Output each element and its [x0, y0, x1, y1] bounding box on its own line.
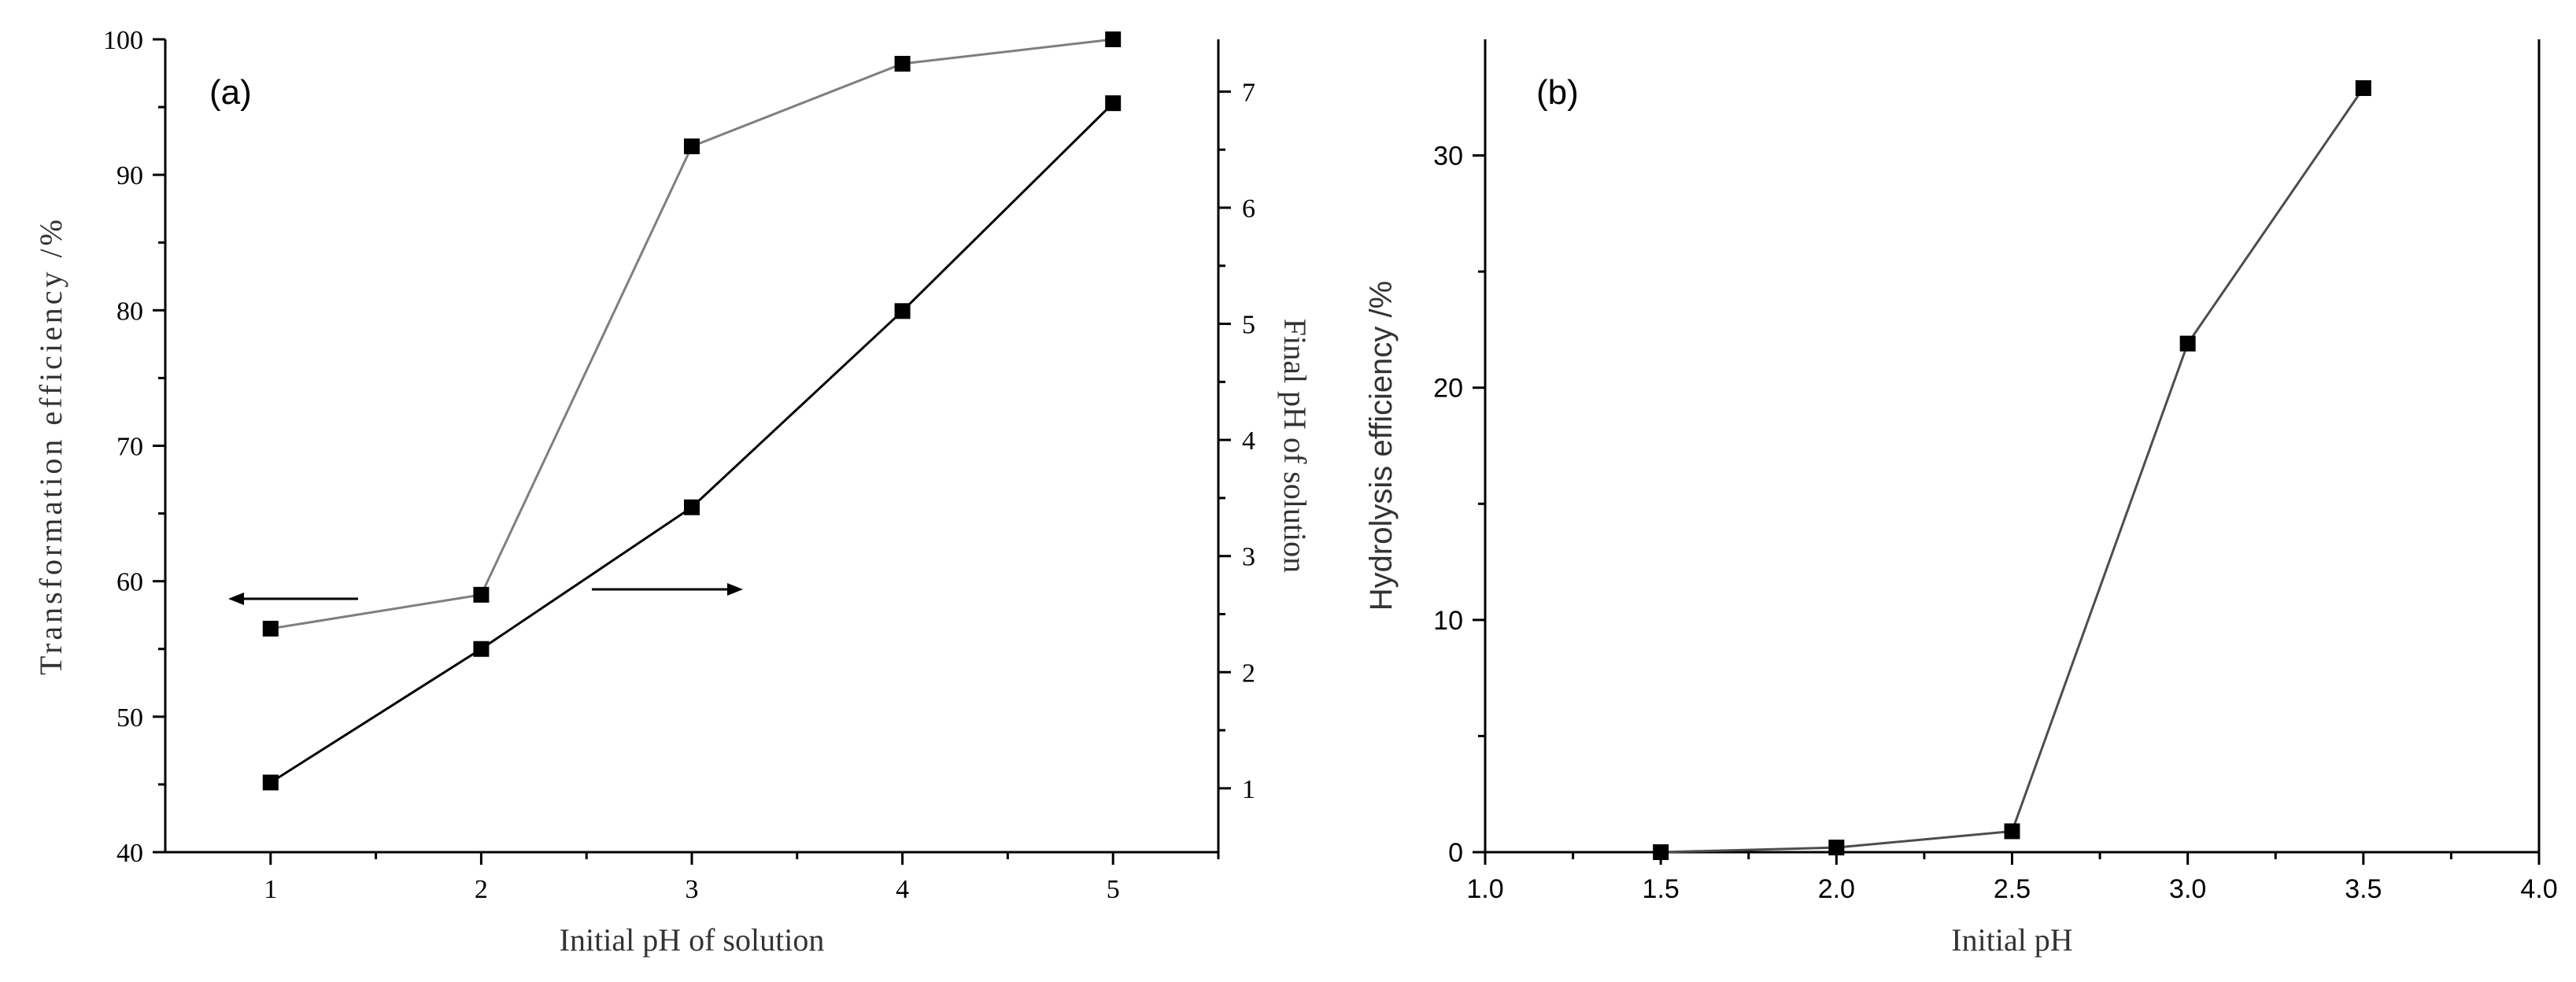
x-tick-label: 4: [896, 875, 909, 904]
x-axis-title: Initial pH of solution: [560, 922, 825, 958]
y-tick-label: 80: [116, 297, 143, 326]
panel-b: 1.0 1.5 2.0 2.5 3.0 3.5 4.0 0 10 20 30 Initial pH Hy…: [1364, 39, 2558, 958]
data-point: [473, 586, 490, 603]
panel-label: (a): [209, 73, 252, 112]
series-line-1: [270, 38, 1114, 630]
y-tick-label: 30: [1433, 142, 1463, 172]
data-point: [684, 138, 700, 155]
y-right-tick-label: 4: [1242, 426, 1255, 456]
data-point: [2179, 335, 2196, 352]
x-tick-label: 2.0: [1818, 874, 1855, 904]
y-right-axis-title: Final pH of solution: [1277, 319, 1313, 573]
x-tick-label: 3: [686, 875, 699, 904]
y-tick-label: 50: [116, 703, 143, 733]
y-tick-label: 100: [103, 26, 143, 55]
series-line-2: [269, 102, 1114, 784]
panel-label: (b): [1536, 73, 1579, 112]
data-point: [1105, 95, 1122, 112]
data-point: [894, 303, 911, 319]
y-right-tick-label: 1: [1242, 775, 1255, 804]
x-tick-label: 4.0: [2520, 874, 2557, 904]
data-point: [2004, 823, 2020, 840]
y-axis-title: Hydrolysis efficiency /%: [1364, 281, 1399, 611]
data-point: [473, 641, 490, 657]
data-point: [1105, 31, 1122, 47]
y-right-tick-label: 5: [1242, 311, 1255, 340]
x-tick-label: 2.5: [1994, 874, 2031, 904]
panel-a: 1 2 3 4 5 40 50 60 70 80 90 100 1 2 3 4 5 6 7 Initial pH of…: [33, 26, 1313, 958]
x-tick-label: 3.0: [2169, 874, 2206, 904]
data-point: [262, 774, 279, 791]
y-tick-label: 40: [116, 839, 143, 868]
y-tick-label: 20: [1433, 374, 1463, 404]
y-right-tick-label: 3: [1242, 543, 1255, 572]
arrow-right-head: [727, 583, 743, 596]
x-axis-title: Initial pH: [1951, 922, 2072, 958]
x-tick-label: 1.0: [1466, 874, 1503, 904]
x-tick-label: 5: [1107, 875, 1120, 904]
y-tick-label: 70: [116, 433, 143, 462]
data-point: [684, 499, 700, 515]
x-tick-label: 3.5: [2345, 874, 2382, 904]
data-point: [1653, 844, 1669, 860]
data-point: [2355, 79, 2371, 96]
y-right-tick-label: 6: [1242, 194, 1255, 223]
y-tick-label: 10: [1433, 606, 1463, 636]
y-axis-title: Transformation efficiency /%: [33, 216, 68, 675]
data-point: [894, 55, 911, 72]
y-right-tick-label: 2: [1242, 659, 1255, 688]
x-tick-label: 2: [475, 875, 488, 904]
data-point: [1828, 840, 1845, 856]
y-tick-label: 60: [116, 568, 143, 597]
x-tick-label: 1: [264, 875, 277, 904]
arrow-left-head: [228, 593, 244, 605]
y-tick-label: 0: [1448, 838, 1463, 868]
series-line-1: [1661, 87, 2365, 854]
data-point: [262, 620, 279, 637]
y-right-tick-label: 7: [1242, 78, 1255, 107]
x-tick-label: 1.5: [1643, 874, 1680, 904]
y-tick-label: 90: [116, 161, 143, 190]
